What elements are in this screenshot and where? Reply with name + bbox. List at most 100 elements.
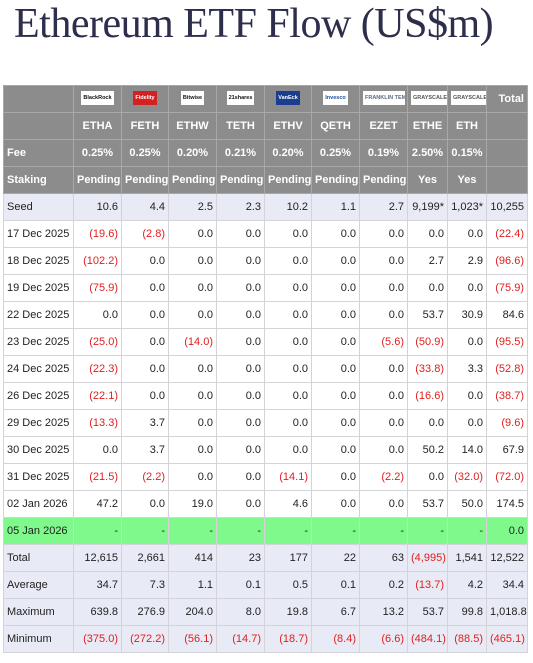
value-cell: 0.0: [73, 436, 122, 464]
value-cell: 0.0: [121, 355, 169, 383]
value-cell: 0.0: [264, 436, 312, 464]
value-cell: 22: [311, 544, 360, 572]
table-row: 02 Jan 2026 47.2 0.0 19.0 0.0 4.6 0.0 0.0 53.7 50…: [3, 490, 528, 518]
value-cell: 0.0: [216, 301, 265, 329]
row-label: Maximum: [3, 598, 74, 626]
table-row: Total 12,615 2,661 414 23 177 22 63 (4,995) 1,541…: [3, 544, 528, 572]
value-cell: (13.3): [73, 409, 122, 437]
row-label: Seed: [3, 193, 74, 221]
etf-flow-table: BlackRock Fidelity Bitwise 21shares VanEck In…: [3, 85, 528, 653]
value-cell: Pending: [216, 166, 265, 194]
value-cell: 0.0: [264, 220, 312, 248]
ticker-cell: TETH: [216, 112, 265, 140]
value-cell: 0.0: [359, 436, 408, 464]
value-cell: 276.9: [121, 598, 169, 626]
value-cell: 0.0: [311, 382, 360, 410]
value-cell: (25.0): [73, 328, 122, 356]
value-cell: 0.0: [73, 301, 122, 329]
value-cell: (272.2): [121, 625, 169, 653]
value-cell: 0.0: [121, 490, 169, 518]
value-cell: 0.0: [216, 409, 265, 437]
ticker-row: ETHA FETH ETHW TETH ETHV QETH EZET ETHE ETH: [3, 112, 528, 140]
value-cell: 4.6: [264, 490, 312, 518]
value-cell: Pending: [264, 166, 312, 194]
value-cell: 0.0: [264, 409, 312, 437]
value-cell: 0.0: [216, 355, 265, 383]
value-cell: 0.0: [168, 463, 217, 491]
value-cell: [486, 139, 528, 167]
issuer-logo: GRAYSCALE: [411, 90, 447, 105]
value-cell: (14.0): [168, 328, 217, 356]
value-cell: 19.0: [168, 490, 217, 518]
value-cell: -: [73, 517, 122, 545]
table-row: 29 Dec 2025 (13.3) 3.7 0.0 0.0 0.0 0.0 0.0 0.0 0.…: [3, 409, 528, 437]
value-cell: 0.2: [359, 571, 408, 599]
value-cell: (19.6): [73, 220, 122, 248]
value-cell: 0.0: [216, 382, 265, 410]
row-label: 05 Jan 2026: [3, 517, 74, 545]
value-cell: 0.0: [359, 220, 408, 248]
table-row: Seed 10.6 4.4 2.5 2.3 10.2 1.1 2.7 9,199* 1,023* 1…: [3, 193, 528, 221]
value-cell: 0.25%: [121, 139, 169, 167]
row-label: Average: [3, 571, 74, 599]
row-label: Total: [3, 544, 74, 572]
value-cell: (56.1): [168, 625, 217, 653]
value-cell: (465.1): [486, 625, 528, 653]
value-cell: 177: [264, 544, 312, 572]
value-cell: 0.0: [311, 328, 360, 356]
value-cell: 0.1: [216, 571, 265, 599]
value-cell: 639.8: [73, 598, 122, 626]
issuer-logo: Bitwise: [180, 90, 205, 105]
logo-cell: Fidelity: [121, 85, 169, 113]
row-label: 24 Dec 2025: [3, 355, 74, 383]
value-cell: 0.0: [121, 328, 169, 356]
value-cell: -: [168, 517, 217, 545]
table-row: 26 Dec 2025 (22.1) 0.0 0.0 0.0 0.0 0.0 0.0 (16.6…: [3, 382, 528, 410]
table-row: 19 Dec 2025 (75.9) 0.0 0.0 0.0 0.0 0.0 0.0 0.0 0.…: [3, 274, 528, 302]
table-row: Average 34.7 7.3 1.1 0.1 0.5 0.1 0.2 (13.7) 4.2 34…: [3, 571, 528, 599]
value-cell: 0.0: [486, 517, 528, 545]
value-cell: 6.7: [311, 598, 360, 626]
value-cell: Pending: [359, 166, 408, 194]
value-cell: 0.0: [407, 463, 448, 491]
ticker-cell: QETH: [311, 112, 360, 140]
ticker-cell: ETHW: [168, 112, 217, 140]
issuer-logo: Fidelity: [133, 90, 157, 105]
value-cell: 0.0: [264, 274, 312, 302]
value-cell: 0.0: [359, 490, 408, 518]
value-cell: 30.9: [447, 301, 487, 329]
value-cell: 34.4: [486, 571, 528, 599]
value-cell: 0.0: [407, 220, 448, 248]
value-cell: 1,018.8: [486, 598, 528, 626]
value-cell: (2.2): [359, 463, 408, 491]
value-cell: 2,661: [121, 544, 169, 572]
value-cell: 0.0: [311, 409, 360, 437]
value-cell: 0.0: [311, 490, 360, 518]
value-cell: 67.9: [486, 436, 528, 464]
value-cell: 0.0: [121, 382, 169, 410]
logo-cell: Invesco: [311, 85, 360, 113]
value-cell: 0.20%: [168, 139, 217, 167]
value-cell: Pending: [73, 166, 122, 194]
value-cell: 0.0: [359, 355, 408, 383]
value-cell: 2.3: [216, 193, 265, 221]
value-cell: (95.5): [486, 328, 528, 356]
value-cell: 0.0: [216, 463, 265, 491]
value-cell: 204.0: [168, 598, 217, 626]
table-row: Minimum (375.0) (272.2) (56.1) (14.7) (18.7)(…: [3, 625, 528, 653]
value-cell: (38.7): [486, 382, 528, 410]
value-cell: (88.5): [447, 625, 487, 653]
issuer-logo: GRAYSCALE: [451, 90, 486, 105]
value-cell: 0.0: [168, 382, 217, 410]
logo-cell: 21shares: [216, 85, 265, 113]
issuer-logo: FRANKLIN TEMPLETON: [363, 90, 405, 105]
value-cell: (8.4): [311, 625, 360, 653]
value-cell: 47.2: [73, 490, 122, 518]
total-header: Total: [486, 85, 528, 113]
row-label: 30 Dec 2025: [3, 436, 74, 464]
value-cell: 0.0: [407, 274, 448, 302]
value-cell: 2.5: [168, 193, 217, 221]
value-cell: 53.7: [407, 301, 448, 329]
value-cell: 0.0: [311, 463, 360, 491]
value-cell: 0.0: [359, 274, 408, 302]
